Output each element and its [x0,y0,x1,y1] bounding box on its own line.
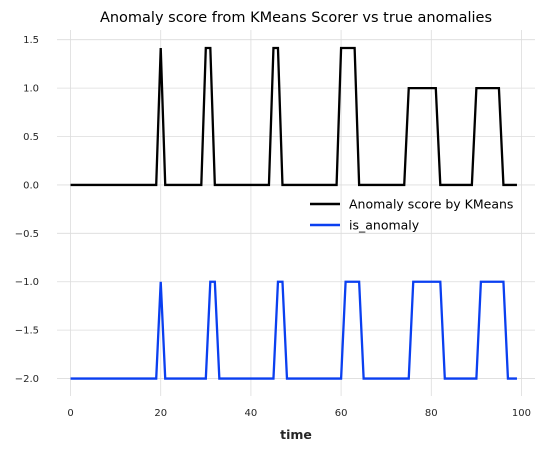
series-layer [70,46,517,380]
x-tick-label: 80 [425,408,438,419]
x-axis-label: time [280,427,312,442]
y-tick-label: 1.0 [23,84,39,95]
x-tick-label: 40 [245,408,258,419]
chart-title: Anomaly score from KMeans Scorer vs true… [100,10,492,26]
x-tick-label: 20 [154,408,167,419]
legend-label-is-anomaly: is_anomaly [349,218,420,233]
series-line-is-anomaly [70,280,517,380]
y-tick-label: −2.0 [15,374,39,385]
y-tick-label: 0.0 [23,180,39,191]
x-tick-label: 100 [512,408,531,419]
y-tick-label: −0.5 [15,229,39,240]
legend: Anomaly score by KMeans is_anomaly [310,197,513,233]
y-tick-label: 0.5 [23,132,39,143]
tick-labels: 0 20 40 60 80 100 1.5 1.0 0.5 0.0 −0.5 −1.0 −1.5 −2.0 [15,35,531,419]
x-tick-label: 60 [335,408,348,419]
x-tick-label: 0 [67,408,73,419]
y-tick-label: −1.0 [15,277,39,288]
y-tick-label: 1.5 [23,35,39,46]
series-line-anomaly-score [70,46,517,187]
legend-label-anomaly-score: Anomaly score by KMeans [349,197,513,212]
y-tick-label: −1.5 [15,326,39,337]
